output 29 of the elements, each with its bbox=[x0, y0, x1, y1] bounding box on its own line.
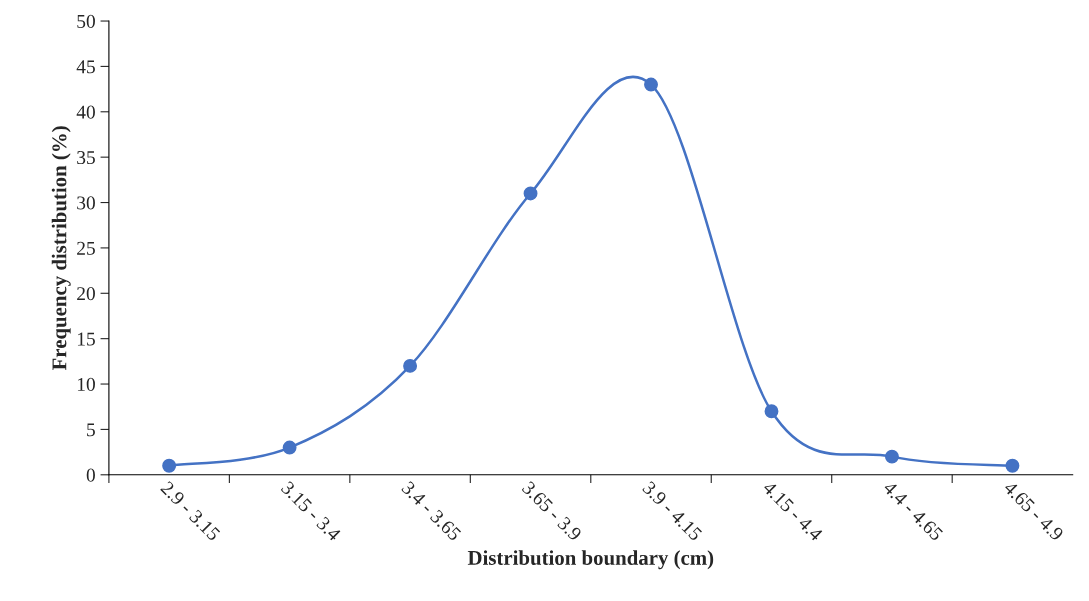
y-tick-label: 20 bbox=[77, 287, 95, 301]
x-tick-label: 3.9 - 4.15 bbox=[641, 480, 703, 542]
point bbox=[644, 77, 658, 92]
y-tick-label: 45 bbox=[76, 60, 95, 74]
y-tick-label: 10 bbox=[77, 377, 95, 391]
y-tick-label: 35 bbox=[77, 151, 95, 165]
x-tick-label: 3.4 - 3.65 bbox=[401, 480, 462, 542]
x-tick-label: 4.4 - 4.65 bbox=[882, 480, 944, 542]
point bbox=[885, 449, 899, 464]
point bbox=[282, 440, 297, 455]
x-tick-label: 3.65 - 3.9 bbox=[521, 480, 583, 542]
y-tick-label: 30 bbox=[77, 196, 95, 210]
x-axis-title: Distribution boundary (cm) bbox=[467, 550, 714, 570]
x-tick-label: 4.15 - 4.4 bbox=[762, 480, 824, 542]
point bbox=[403, 358, 418, 373]
y-axis-title: Frequency distribution (%) bbox=[51, 126, 71, 371]
y-tick-label: 50 bbox=[77, 14, 95, 28]
point bbox=[764, 404, 779, 419]
y-tick-label: 40 bbox=[76, 105, 95, 119]
y-tick-label: 15 bbox=[77, 332, 95, 346]
point bbox=[1005, 458, 1020, 473]
y-tick-label: 0 bbox=[86, 468, 95, 482]
x-tick-label: 2.9 - 3.15 bbox=[160, 480, 221, 542]
y-tick-label: 25 bbox=[77, 241, 95, 255]
y-tick-label: 5 bbox=[87, 423, 95, 437]
x-tick-label: 4.65 - 4.9 bbox=[1002, 480, 1065, 542]
point bbox=[523, 186, 538, 201]
x-tick-label: 3.15 - 3.4 bbox=[280, 480, 342, 542]
point bbox=[162, 458, 177, 473]
